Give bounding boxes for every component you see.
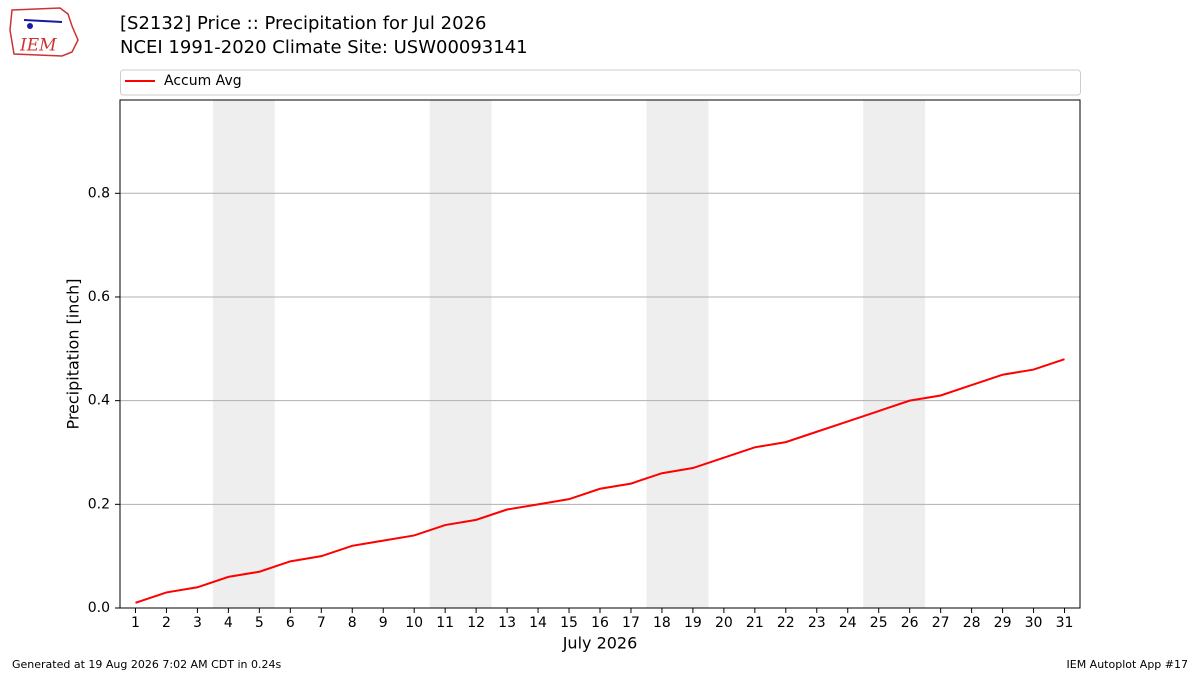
logo-icon [23, 19, 63, 23]
x-tick-label: 31 [1056, 615, 1074, 631]
weekend-band [646, 100, 709, 608]
x-axis-label: July 2026 [562, 634, 638, 653]
x-tick-label: 30 [1025, 615, 1043, 631]
logo: IEM [9, 7, 79, 57]
weekend-band [212, 100, 275, 608]
x-tick-label: 10 [405, 615, 423, 631]
y-tick-label: 0.6 [88, 289, 110, 305]
x-tick-label: 22 [777, 615, 795, 631]
x-tick-label: 28 [963, 615, 981, 631]
x-tick-label: 7 [317, 615, 326, 631]
x-tick-label: 23 [808, 615, 826, 631]
y-tick-label: 0.4 [88, 393, 110, 409]
x-tick-label: 15 [560, 615, 578, 631]
x-tick-label: 25 [870, 615, 888, 631]
x-tick-label: 29 [994, 615, 1012, 631]
y-tick-label: 0.2 [88, 496, 110, 512]
legend-label: Accum Avg [164, 73, 242, 89]
x-tick-label: 20 [715, 615, 733, 631]
x-tick-label: 26 [901, 615, 919, 631]
x-tick-label: 1 [131, 615, 140, 631]
x-tick-label: 17 [622, 615, 640, 631]
weekend-band [863, 100, 926, 608]
footer-right: IEM Autoplot App #17 [1067, 658, 1189, 671]
weekend-shading [212, 100, 926, 608]
x-tick-label: 12 [467, 615, 485, 631]
plot-frame [119, 99, 1081, 609]
x-tick-label: 6 [286, 615, 295, 631]
x-tick-label: 14 [529, 615, 547, 631]
x-tick-label: 8 [348, 615, 357, 631]
x-tick-label: 5 [255, 615, 264, 631]
logo-icon [27, 23, 33, 29]
y-tick-label: 0.0 [88, 600, 110, 616]
x-tick-label: 24 [839, 615, 857, 631]
weekend-band [429, 100, 492, 608]
chart-subtitle: NCEI 1991-2020 Climate Site: USW00093141 [120, 37, 528, 58]
data-line [135, 358, 1065, 604]
footer-left: Generated at 19 Aug 2026 7:02 AM CDT in … [12, 658, 281, 671]
x-tick-label: 19 [684, 615, 702, 631]
y-axis-label: Precipitation [inch] [64, 278, 83, 429]
logo-text: IEM [19, 36, 57, 56]
y-tick-label: 0.8 [88, 185, 110, 201]
x-tick-label: 3 [193, 615, 202, 631]
x-tick-label: 9 [379, 615, 388, 631]
legend-box [120, 69, 1081, 96]
chart-title: [S2132] Price :: Precipitation for Jul 2… [120, 13, 486, 34]
x-tick-label: 13 [498, 615, 516, 631]
x-tick-label: 2 [162, 615, 171, 631]
x-tick-label: 16 [591, 615, 609, 631]
x-tick-label: 18 [653, 615, 671, 631]
x-tick-label: 4 [224, 615, 233, 631]
x-tick-label: 21 [746, 615, 764, 631]
x-tick-label: 27 [932, 615, 950, 631]
x-tick-label: 11 [436, 615, 454, 631]
